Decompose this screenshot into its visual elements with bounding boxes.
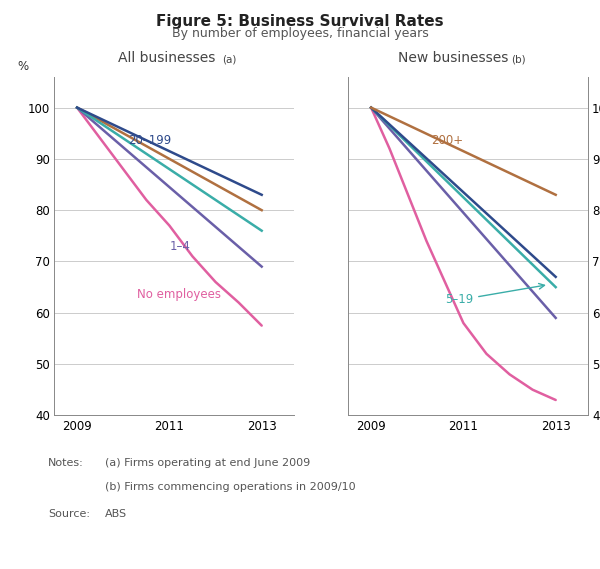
- Text: (a) Firms operating at end June 2009: (a) Firms operating at end June 2009: [105, 458, 310, 468]
- Text: All businesses: All businesses: [118, 51, 215, 65]
- Text: 20–199: 20–199: [128, 134, 171, 147]
- Text: Figure 5: Business Survival Rates: Figure 5: Business Survival Rates: [156, 14, 444, 29]
- Text: ABS: ABS: [105, 509, 127, 519]
- Text: No employees: No employees: [137, 288, 221, 302]
- Text: 5–19: 5–19: [445, 283, 544, 307]
- Text: (b) Firms commencing operations in 2009/10: (b) Firms commencing operations in 2009/…: [105, 482, 356, 492]
- Text: 200+: 200+: [431, 134, 463, 147]
- Text: Source:: Source:: [48, 509, 90, 519]
- Text: New businesses: New businesses: [398, 51, 509, 65]
- Text: (a): (a): [222, 55, 236, 65]
- Text: 1–4: 1–4: [169, 240, 190, 253]
- Text: By number of employees, financial years: By number of employees, financial years: [172, 27, 428, 40]
- Text: (b): (b): [511, 55, 526, 65]
- Text: %: %: [17, 60, 28, 73]
- Text: Notes:: Notes:: [48, 458, 84, 468]
